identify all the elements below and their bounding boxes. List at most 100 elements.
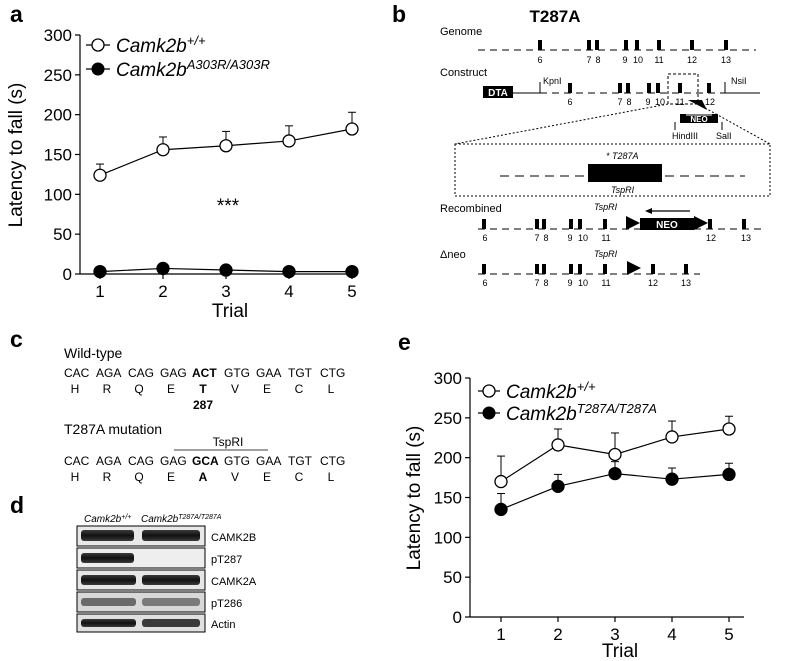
significance-annotation: *** [217,196,240,217]
x-tick-label: 3 [610,625,619,644]
recombined-exon-labels: 6 7 8 9 10 11 12 13 [482,233,751,243]
exon-label: 12 [706,233,716,243]
x-ticks: 1 2 3 4 5 [95,274,357,301]
data-point-open [494,474,508,489]
data-point-open [156,143,170,157]
y-tick-label: 300 [44,26,72,45]
amino-acid: E [167,382,175,396]
exon-label: 7 [534,233,539,243]
zoom-line-left [454,103,669,145]
band [142,598,200,606]
exon-label: 9 [567,278,572,288]
codon: CAG [128,366,154,380]
data-point-filled [722,467,736,482]
legend-marker-filled [482,406,496,420]
amino-acid-mutated: T [199,382,207,396]
exon [724,40,728,50]
codon: CTG [320,454,345,468]
exon-label: 6 [567,97,572,107]
data-point-filled [219,263,233,277]
tspri-site-label: TspRI [213,435,244,449]
x-tick-label: 5 [347,282,356,301]
y-tick-label: 200 [434,449,462,468]
amino-acid: V [231,470,239,484]
data-point-filled [608,466,622,481]
y-tick-label: 50 [443,568,462,587]
amino-acid: Q [134,382,143,396]
gene-schematic: T287A Genome 6 7 8 9 10 11 12 13 Constru… [440,7,771,288]
exon-label: 10 [578,233,588,243]
data-point-open [345,122,359,136]
recombined-exons [482,219,746,229]
construct-exon-labels: 6 7 8 9 10 11 12 [567,97,715,107]
legend-sup-2: A303R/A303R [186,57,270,72]
chart-e: Latency to fall (s) Trial 05010015020025… [404,369,744,661]
band [142,530,200,541]
row-label-construct: Construct [440,67,487,79]
schematic-title: T287A [529,7,580,26]
row-label-genome: Genome [440,26,482,38]
mutation-title: T287A mutation [64,421,162,437]
legend-sup-1: +/+ [187,33,206,48]
legend-marker-filled [91,62,105,76]
exon [569,264,573,274]
zoom-line-right [697,103,771,145]
exon [603,264,607,274]
series-group [93,111,359,279]
amino-acid: E [263,382,271,396]
exon [647,83,651,93]
neo-cassette [680,114,718,123]
chart-a: Latency to fall (s) Trial *** 0 50 100 150 2… [6,26,359,322]
exon [742,219,746,229]
y-ticks: 0 50 100 150 200 250 300 [44,26,80,284]
construct-exons [568,83,711,93]
y-tick-label: 0 [453,608,462,627]
data-point-filled [93,264,107,279]
data-point-open [93,168,107,182]
legend-entry-2: Camk2bA303R/A303R [116,57,270,82]
data-point-open [282,134,296,148]
residue-position: 287 [193,398,213,412]
y-tick-label: 150 [44,146,72,165]
exon-label: 7 [617,97,622,107]
band [142,575,200,585]
wildtype-codons: CAC AGA CAG GAG ACT GTG GAA TGT CTG [64,366,345,380]
lane-label-wt: Camk2b+/+ [84,514,131,526]
exon-label: 10 [633,55,643,65]
exon [482,264,486,274]
legend-base-1: Camk2b [116,36,187,57]
row-label-recombined: Recombined [440,203,502,215]
panel-label-e: e [398,329,411,355]
codon: GAA [256,366,281,380]
wildtype-aa: H R Q E T V E C L 287 [71,382,335,412]
amino-acid: Q [134,470,143,484]
exon-label: 12 [705,97,715,107]
exon [535,219,539,229]
loxp-triangle [688,100,707,110]
codon: CAG [128,454,154,468]
exon [587,40,591,50]
legend-base-2: Camk2b [506,404,577,425]
exon [684,264,688,274]
y-tick-label: 0 [63,265,72,284]
western-blot: Camk2b+/+ Camk2bT287A/T287A CAMK2B pT287… [76,514,257,633]
neo-cassette-recombined [640,218,694,230]
loxp-remaining [627,261,641,275]
neo-label-recombined: NEO [656,220,678,231]
genome-exons [538,40,728,50]
exon-label: 8 [543,278,548,288]
legend-sup-1: +/+ [577,379,596,394]
legend-entry-1: Camk2b+/+ [506,379,596,404]
exon [569,219,573,229]
exon-label: 11 [601,278,610,288]
exon-label: 12 [648,278,658,288]
row-label-dneo: Δneo [440,249,466,261]
x-tick-label: 1 [496,625,505,644]
exon-label: 13 [681,278,691,288]
exon-label: 7 [586,55,591,65]
codon: AGA [96,366,121,380]
legend-base-2: Camk2b [116,60,187,81]
codon-mutated: GCA [192,454,219,468]
y-tick-label: 250 [434,409,462,428]
exon [626,83,630,93]
